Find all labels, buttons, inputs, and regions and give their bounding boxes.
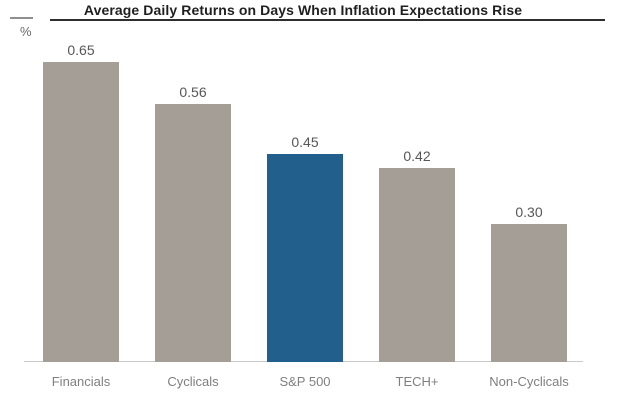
title-underline [50,19,605,21]
unit-axis-tick [10,17,33,19]
bar-value-label: 0.30 [515,204,543,220]
bar-value-label: 0.45 [291,134,319,150]
bar-s-p-500: 0.45 S&P 500 [267,134,343,389]
bar-tech: 0.42 TECH+ [379,148,455,389]
bar-financials: 0.65 Financials [43,42,119,389]
y-axis-unit-label: % [20,24,32,39]
bar-category-label: Non-Cyclicals [489,374,569,389]
chart-title: Average Daily Returns on Days When Infla… [83,2,523,18]
bar-value-label: 0.65 [67,42,95,58]
bar-category-label: Cyclicals [167,374,219,389]
bar-cyclicals: 0.56 Cyclicals [155,84,231,389]
bar-category-label: S&P 500 [279,374,331,389]
bar-non-cyclicals: 0.30 Non-Cyclicals [489,204,568,389]
bar-category-label: TECH+ [395,374,439,389]
bar-value-label: 0.56 [179,84,207,100]
bar-value-label: 0.42 [403,148,431,164]
bar-category-label: Financials [51,374,111,389]
